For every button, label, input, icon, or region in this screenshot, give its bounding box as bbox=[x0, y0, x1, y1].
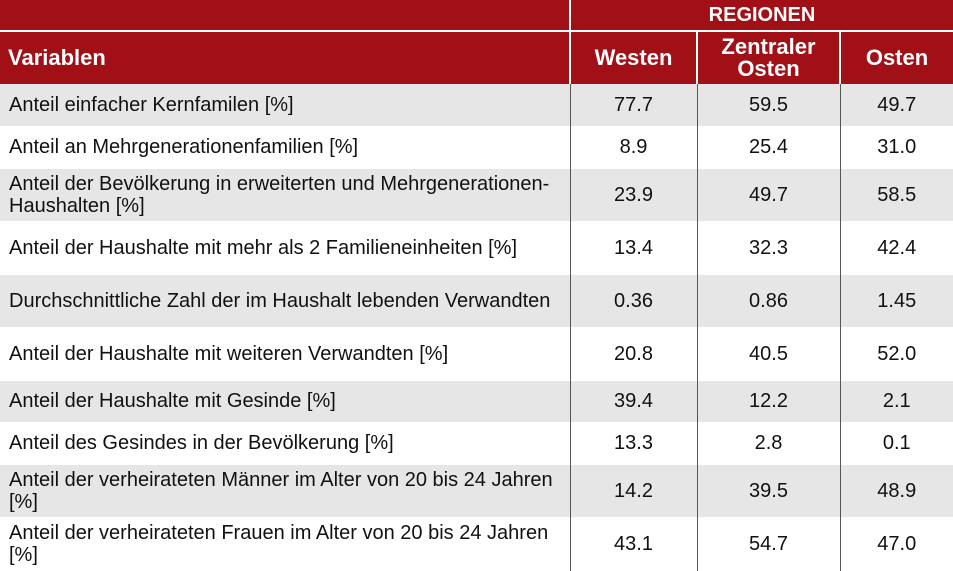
regions-group-header: REGIONEN bbox=[570, 0, 953, 31]
value-cell: 1.45 bbox=[840, 274, 953, 328]
value-cell: 52.0 bbox=[877, 342, 917, 365]
table-row: Anteil einfacher Kernfamilen [%] 77.7 59.5… bbox=[0, 84, 953, 127]
value-cell: 59.5 bbox=[697, 84, 841, 127]
variable-label: Anteil der Haushalte mit mehr als 2 Fami… bbox=[0, 221, 571, 275]
header-blank-cell bbox=[0, 0, 571, 31]
value-cell: 0.36 bbox=[570, 274, 698, 328]
value-cell: 58.5 bbox=[840, 168, 953, 222]
column-header-osten: Osten bbox=[840, 30, 953, 84]
table-row: Anteil an Mehrgenerationenfamilien [%] 8.… bbox=[0, 126, 953, 169]
variables-header: Variablen bbox=[0, 30, 571, 84]
variable-label: Anteil der Haushalte mit weiteren Verwan… bbox=[0, 327, 571, 381]
value-cell: 13.3 bbox=[570, 422, 698, 465]
variable-label: Anteil der Bevölkerung in erweiterten un… bbox=[0, 168, 571, 222]
variable-label: Anteil der Haushalte mit Gesinde [%] bbox=[0, 380, 571, 423]
variable-label: Anteil an Mehrgenerationenfamilien [%] bbox=[0, 126, 571, 169]
table-row: Anteil der Bevölkerung in erweiterten un… bbox=[0, 168, 953, 222]
table-row: Anteil der verheirateten Männer im Alter… bbox=[0, 464, 953, 518]
table-body: Anteil einfacher Kernfamilen [%] 77.7 59.5… bbox=[0, 84, 953, 571]
table-row: Anteil der Haushalte mit mehr als 2 Fami… bbox=[0, 221, 953, 275]
variable-label: Anteil der verheirateten Frauen im Alter… bbox=[0, 517, 571, 571]
variable-label: Durchschnittliche Zahl der im Haushalt l… bbox=[0, 274, 571, 328]
value-cell: 39.4 bbox=[570, 380, 698, 423]
value-cell: 8.9 bbox=[570, 126, 698, 169]
column-header-row: Variablen Westen Zentraler Osten Osten bbox=[0, 30, 953, 84]
value-cell: 49.7 bbox=[697, 168, 841, 222]
value-cell: 54.7 bbox=[697, 517, 841, 571]
group-header-row: REGIONEN bbox=[0, 0, 953, 31]
value-cell: 20.8 bbox=[570, 327, 698, 381]
value-cell: 13.4 bbox=[570, 221, 698, 275]
value-cell: 77.7 bbox=[570, 84, 698, 127]
value-cell: 12.2 bbox=[697, 380, 841, 423]
value-cell: 42.4 bbox=[877, 236, 917, 259]
value-cell: 2.1 bbox=[840, 380, 953, 423]
value-cell: 0.86 bbox=[697, 274, 841, 328]
value-cell: 39.5 bbox=[697, 464, 841, 518]
table-row: Anteil der verheirateten Frauen im Alter… bbox=[0, 517, 953, 571]
column-header-zentraler-osten: Zentraler Osten bbox=[697, 30, 841, 84]
table-row: Durchschnittliche Zahl der im Haushalt l… bbox=[0, 274, 953, 328]
value-cell: 47.0 bbox=[877, 532, 917, 555]
variable-label: Anteil einfacher Kernfamilen [%] bbox=[0, 84, 571, 127]
value-cell: 43.1 bbox=[570, 517, 698, 571]
variable-label: Anteil des Gesindes in der Bevölkerung [… bbox=[0, 422, 571, 465]
variable-label: Anteil der verheirateten Männer im Alter… bbox=[0, 464, 571, 518]
value-cell: 40.5 bbox=[697, 327, 841, 381]
value-cell: 14.2 bbox=[570, 464, 698, 518]
value-cell: 31.0 bbox=[877, 136, 917, 159]
column-header-westen: Westen bbox=[570, 30, 698, 84]
value-cell: 32.3 bbox=[697, 221, 841, 275]
value-cell: 0.1 bbox=[882, 432, 911, 455]
value-cell: 23.9 bbox=[570, 168, 698, 222]
table-row: Anteil der Haushalte mit weiteren Verwan… bbox=[0, 327, 953, 381]
value-cell: 2.8 bbox=[697, 422, 841, 465]
value-cell: 48.9 bbox=[840, 464, 953, 518]
table-row: Anteil der Haushalte mit Gesinde [%] 39.4… bbox=[0, 380, 953, 423]
value-cell: 25.4 bbox=[697, 126, 841, 169]
value-cell: 49.7 bbox=[840, 84, 953, 127]
table-row: Anteil des Gesindes in der Bevölkerung [… bbox=[0, 422, 953, 465]
